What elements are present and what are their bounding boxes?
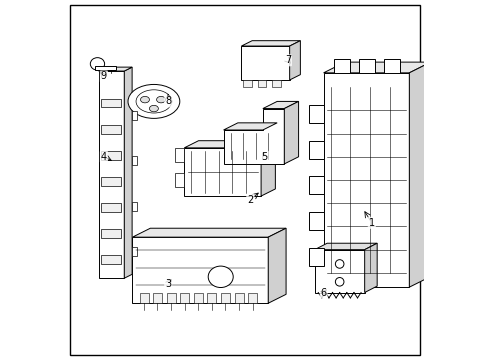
Text: 9: 9 (101, 71, 107, 81)
Bar (359, 59, 375, 73)
Polygon shape (95, 66, 117, 70)
Bar (175, 173, 184, 187)
Bar (258, 80, 267, 87)
Bar (309, 105, 323, 123)
Bar (334, 59, 350, 73)
Bar (309, 248, 323, 266)
Text: 3: 3 (165, 279, 172, 289)
Ellipse shape (141, 96, 149, 103)
Bar (167, 293, 176, 303)
Ellipse shape (157, 96, 166, 103)
Bar (101, 99, 122, 108)
Bar (272, 80, 281, 87)
Bar (140, 293, 148, 303)
Ellipse shape (149, 105, 158, 112)
Bar (132, 202, 138, 211)
Ellipse shape (90, 58, 104, 70)
Bar (248, 293, 257, 303)
Bar (180, 293, 189, 303)
Bar (175, 148, 184, 162)
Ellipse shape (208, 266, 233, 288)
Bar (243, 80, 252, 87)
Bar (242, 46, 290, 80)
Bar (132, 237, 268, 303)
Bar (101, 125, 122, 134)
Text: 2: 2 (247, 195, 253, 204)
Ellipse shape (128, 85, 180, 118)
Bar (153, 293, 162, 303)
Polygon shape (290, 41, 300, 80)
Bar (315, 249, 365, 293)
Bar (132, 157, 138, 165)
Polygon shape (132, 228, 286, 237)
Text: 7: 7 (285, 55, 291, 65)
Polygon shape (409, 62, 431, 287)
Bar (132, 111, 138, 120)
Text: 8: 8 (165, 96, 172, 107)
Bar (221, 293, 230, 303)
Bar (101, 151, 122, 159)
Polygon shape (315, 243, 377, 249)
Polygon shape (184, 141, 275, 148)
Text: 5: 5 (262, 152, 268, 162)
Bar (101, 203, 122, 212)
Bar (235, 293, 244, 303)
Bar (101, 177, 122, 186)
Bar (207, 293, 217, 303)
Bar (101, 229, 122, 238)
Bar (309, 212, 323, 230)
Polygon shape (223, 123, 277, 130)
Polygon shape (261, 141, 275, 196)
Text: 6: 6 (320, 288, 327, 297)
Polygon shape (268, 228, 286, 303)
Polygon shape (284, 102, 298, 164)
Bar (309, 176, 323, 194)
Polygon shape (365, 243, 377, 293)
Text: 1: 1 (369, 218, 375, 228)
Polygon shape (263, 102, 298, 109)
Bar (309, 141, 323, 158)
Polygon shape (223, 109, 284, 164)
Bar (101, 255, 122, 264)
Bar (184, 148, 261, 196)
Polygon shape (323, 62, 431, 73)
Bar (98, 71, 124, 278)
Polygon shape (242, 41, 300, 46)
Bar (132, 247, 138, 256)
Polygon shape (124, 67, 132, 278)
Bar (194, 293, 203, 303)
Text: 4: 4 (101, 152, 107, 162)
Bar (323, 73, 409, 287)
Bar (384, 59, 400, 73)
Polygon shape (98, 67, 132, 71)
Ellipse shape (136, 90, 172, 113)
